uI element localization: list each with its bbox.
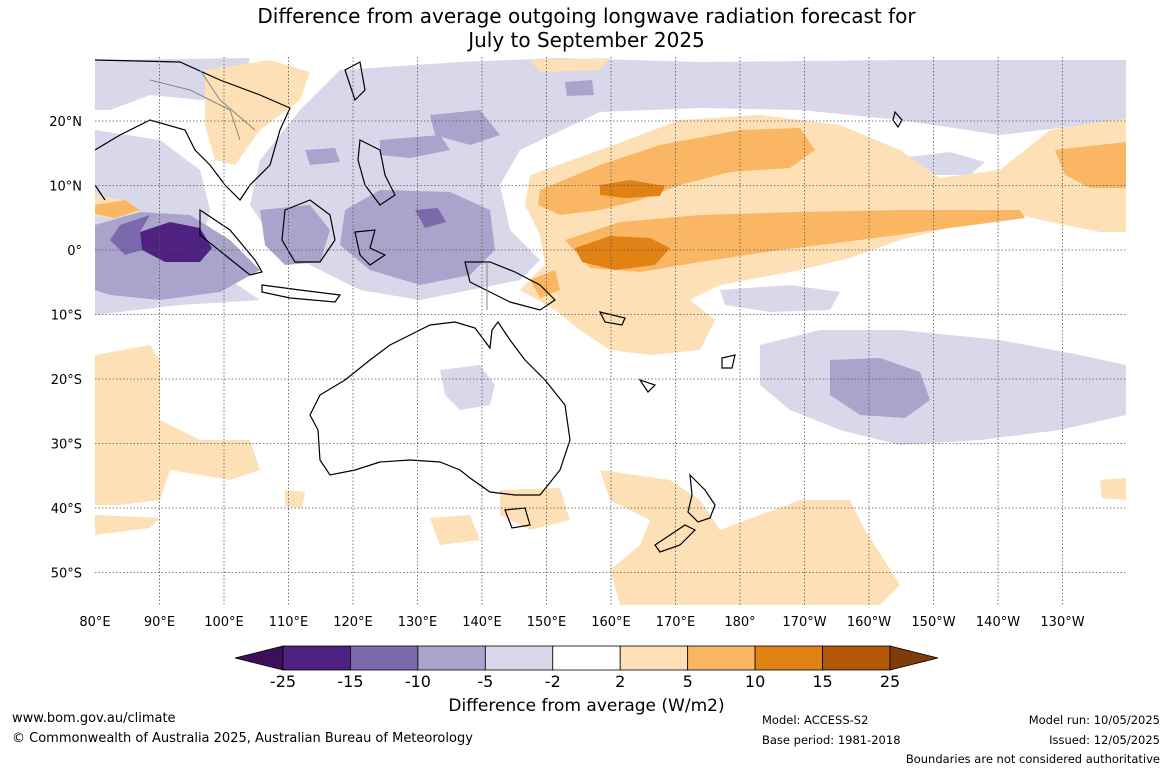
map-title: Difference from average outgoing longwav… — [0, 4, 1173, 52]
colorbar-tick: 5 — [683, 672, 693, 691]
lat-tick-label: 30°S — [51, 438, 82, 453]
colorbar-extend-max — [889, 645, 939, 671]
colorbar-tick: -15 — [337, 672, 363, 691]
lat-tick-label: 10°S — [51, 309, 82, 324]
lon-tick-label: 130°E — [398, 615, 438, 630]
country-borders — [149, 69, 488, 310]
lon-tick-label: 150°W — [911, 615, 955, 630]
colorbar-swatch — [484, 645, 554, 671]
lon-tick-label: 100°E — [204, 615, 244, 630]
colorbar-swatch — [754, 645, 823, 671]
colorbar-swatch — [552, 645, 621, 671]
lon-tick-label: 180° — [724, 615, 755, 630]
colorbar-tick: -5 — [477, 672, 493, 691]
model-name: Model: ACCESS-S2 — [762, 713, 869, 727]
longitude-labels: 80°E 90°E 100°E 110°E 120°E 130°E 140°E 150°E 16… — [79, 615, 1084, 630]
colorbar-tick: 2 — [615, 672, 625, 691]
lon-tick-label: 80°E — [79, 615, 110, 630]
colorbar — [234, 645, 939, 671]
boundary-disclaimer: Boundaries are not considered authoritat… — [905, 752, 1160, 766]
colorbar-tick: -10 — [405, 672, 431, 691]
gridlines — [95, 57, 1126, 605]
colorbar-tick: 10 — [745, 672, 765, 691]
lon-tick-label: 120°E — [333, 615, 373, 630]
colorbar-swatch — [619, 645, 689, 671]
colorbar-tick: -25 — [270, 672, 296, 691]
website-link[interactable]: www.bom.gov.au/climate — [12, 711, 176, 726]
colorbar-tick-labels: -25 -15 -10 -5 -2 2 5 10 15 25 — [270, 672, 900, 691]
colorbar-tick: -2 — [545, 672, 561, 691]
latitude-labels: 20°N 10°N 0° 10°S 20°S 30°S 40°S 50°S — [49, 115, 82, 582]
colorbar-extend-min — [234, 645, 284, 671]
issued-date: Issued: 12/05/2025 — [1049, 733, 1160, 747]
colorbar-label: Difference from average (W/m2) — [448, 696, 725, 716]
coastlines — [95, 59, 903, 553]
anomaly-negative-dark — [140, 222, 212, 262]
lat-tick-label: 10°N — [49, 180, 82, 195]
lon-tick-label: 110°E — [269, 615, 309, 630]
lat-tick-label: 0° — [67, 244, 82, 259]
lon-tick-label: 140°E — [462, 615, 502, 630]
title-line-2: July to September 2025 — [468, 28, 705, 52]
lon-tick-label: 130°W — [1040, 615, 1084, 630]
lon-tick-label: 150°E — [527, 615, 567, 630]
colorbar-swatch — [282, 645, 351, 671]
lon-tick-label: 140°W — [976, 615, 1020, 630]
lat-tick-label: 20°S — [51, 373, 82, 388]
lat-tick-label: 20°N — [49, 115, 82, 130]
colorbar-tick: 25 — [880, 672, 900, 691]
lon-tick-label: 90°E — [144, 615, 175, 630]
lat-tick-label: 40°S — [51, 502, 82, 517]
lon-tick-label: 170°E — [656, 615, 696, 630]
colorbar-swatch — [417, 645, 486, 671]
lat-tick-label: 50°S — [51, 567, 82, 582]
lon-tick-label: 160°W — [847, 615, 891, 630]
base-period: Base period: 1981-2018 — [762, 733, 901, 747]
copyright-text: © Commonwealth of Australia 2025, Austra… — [12, 731, 473, 746]
model-run-date: Model run: 10/05/2025 — [1028, 713, 1160, 727]
lon-tick-label: 160°E — [591, 615, 631, 630]
anomaly-positive-dark — [575, 180, 670, 270]
title-line-1: Difference from average outgoing longwav… — [257, 4, 916, 28]
lon-tick-label: 170°W — [782, 615, 826, 630]
colorbar-swatch — [350, 645, 419, 671]
colorbar-swatch — [687, 645, 756, 671]
colorbar-tick: 15 — [812, 672, 832, 691]
colorbar-swatch — [822, 645, 891, 671]
